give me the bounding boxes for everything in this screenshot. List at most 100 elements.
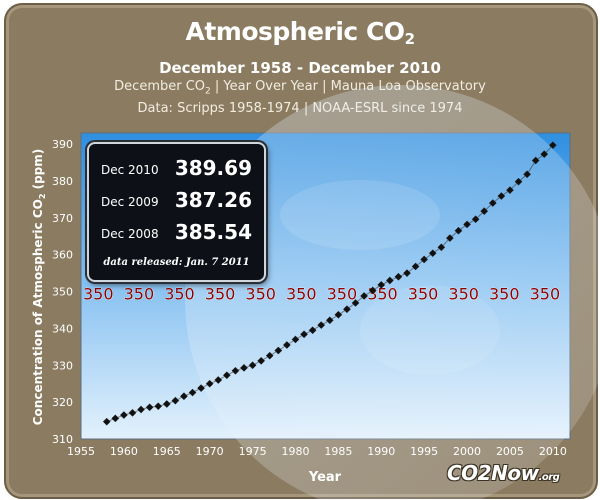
y-tick-label: 380	[52, 175, 73, 188]
data-point	[360, 292, 369, 300]
x-tick-label: 1975	[239, 445, 267, 458]
y-tick-label: 310	[52, 433, 73, 446]
data-point	[111, 414, 120, 423]
data-point	[334, 310, 343, 319]
reference-350-label: 350	[448, 285, 479, 304]
data-point	[171, 396, 180, 405]
data-point	[128, 408, 137, 417]
co2-series	[102, 141, 557, 426]
chart-subtitle: December 1958 - December 2010	[159, 59, 441, 77]
data-point	[403, 269, 411, 278]
y-axis-label-group: Concentration of Atmospheric CO2 (ppm)	[31, 149, 47, 426]
x-tick-label: 1995	[410, 445, 438, 458]
data-point	[291, 335, 300, 344]
data-point	[437, 243, 446, 252]
data-point	[454, 226, 463, 235]
reference-350-label: 350	[164, 285, 195, 304]
reference-350-label: 350	[408, 285, 439, 304]
data-point	[445, 234, 454, 243]
y-tick-label: 370	[52, 212, 73, 225]
data-point	[325, 316, 334, 325]
reference-350-label: 350	[205, 285, 236, 304]
data-point	[248, 361, 257, 370]
data-point	[523, 170, 532, 179]
reading-row: Dec 2009 387.26	[89, 186, 264, 218]
reference-350-label: 350	[530, 285, 561, 304]
y-tick-label: 320	[52, 396, 73, 409]
reading-date: Dec 2008	[101, 227, 159, 241]
co2now-logo[interactable]: CO2Now.org	[447, 461, 560, 485]
reading-row: Dec 2008 385.54	[89, 218, 264, 250]
x-tick-label: 2005	[496, 445, 524, 458]
reading-value: 389.69	[174, 156, 252, 180]
data-point	[317, 321, 326, 330]
data-point	[197, 384, 206, 393]
y-axis-label: Concentration of Atmospheric CO2 (ppm)	[31, 149, 47, 426]
data-point	[385, 276, 394, 285]
reading-date: Dec 2010	[101, 163, 159, 177]
reference-350-label: 350	[286, 285, 317, 304]
x-tick-label: 1980	[281, 445, 309, 458]
reference-350-label: 350	[124, 285, 155, 304]
x-tick-label: 1960	[110, 445, 138, 458]
data-point	[265, 351, 274, 360]
x-tick-label: 2000	[453, 445, 481, 458]
data-point	[231, 366, 240, 375]
data-point	[463, 220, 472, 229]
data-point	[179, 392, 188, 401]
data-point	[282, 341, 291, 349]
y-tick-label: 360	[52, 249, 73, 262]
x-tick-label: 1990	[367, 445, 395, 458]
y-tick-label: 390	[52, 138, 73, 151]
x-tick-label: 2010	[539, 445, 567, 458]
data-point	[368, 286, 377, 295]
reference-line-350: 350 350 350 350 350 350 350 350 350 350 350 350	[83, 284, 561, 304]
data-point	[420, 255, 429, 264]
reading-value: 385.54	[174, 220, 252, 244]
data-point	[428, 249, 437, 258]
reading-value: 387.26	[174, 188, 252, 212]
data-point	[162, 400, 171, 408]
data-point	[394, 272, 403, 281]
data-released-note: data released: Jan. 7 2011	[103, 257, 250, 268]
data-point	[240, 363, 248, 372]
data-point	[102, 417, 111, 426]
reference-350-label: 350	[83, 285, 114, 304]
y-tick-labels: 310 320 330 340 350 360 370 380 390	[52, 138, 73, 446]
y-tick-label: 340	[52, 322, 73, 335]
data-point	[514, 177, 523, 186]
x-tick-label: 1970	[196, 445, 224, 458]
data-point	[377, 280, 386, 289]
data-point	[308, 326, 317, 335]
data-point	[411, 262, 420, 271]
y-tick-label: 350	[52, 286, 73, 299]
x-tick-label: 1955	[67, 445, 95, 458]
data-point	[300, 330, 309, 339]
data-point	[342, 305, 351, 314]
reference-350-label: 350	[327, 285, 358, 304]
chart-title: Atmospheric CO2	[185, 17, 415, 48]
data-point	[471, 215, 480, 224]
data-point	[531, 156, 540, 165]
reading-date: Dec 2009	[101, 195, 159, 209]
data-point	[497, 192, 506, 200]
data-point	[222, 371, 231, 380]
reading-row: Dec 2010 389.69	[89, 154, 264, 186]
data-point	[214, 376, 223, 384]
data-point	[188, 388, 197, 397]
data-point	[351, 299, 360, 307]
background-globe	[185, 85, 600, 500]
reference-350-label: 350	[489, 285, 520, 304]
x-tick-labels: 1955 1960 1965 1970 1975 1980 1985 1990 1995 2000…	[67, 445, 567, 458]
data-point	[480, 207, 489, 216]
data-point	[145, 403, 154, 412]
data-point	[505, 186, 514, 195]
x-tick-label: 1985	[324, 445, 352, 458]
data-point	[257, 356, 266, 365]
data-point	[205, 379, 214, 388]
x-tick-label: 1965	[153, 445, 181, 458]
x-axis-label: Year	[308, 470, 342, 485]
y-tick-label: 330	[52, 359, 73, 372]
data-point	[548, 141, 557, 150]
title-subscript: 2	[404, 30, 415, 48]
